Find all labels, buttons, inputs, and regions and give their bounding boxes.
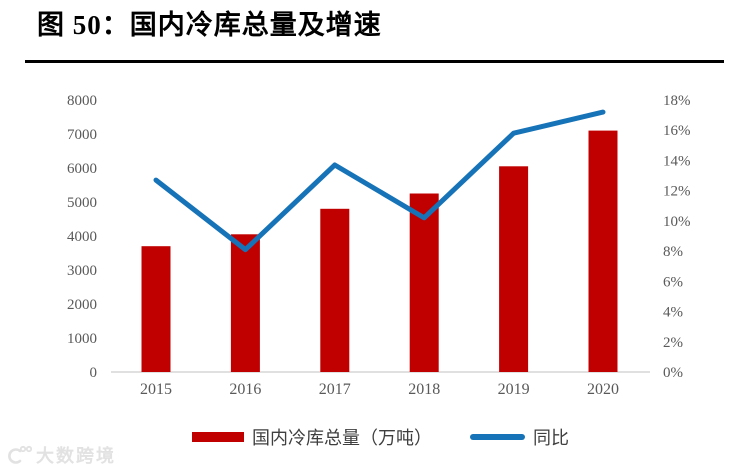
right-axis-tick-label: 12%	[663, 184, 691, 200]
left-axis-tick-label: 5000	[67, 195, 97, 211]
bar-series-label: 国内冷库总量（万吨）	[252, 428, 432, 448]
legend-item-line: 同比	[470, 424, 569, 450]
line-series-swatch	[470, 434, 525, 440]
bar-2015	[141, 246, 171, 372]
left-axis-tick-label: 0	[90, 365, 98, 381]
title-divider	[25, 60, 724, 63]
x-axis-tick-label: 2015	[140, 381, 172, 398]
x-axis-tick-label: 2018	[408, 381, 440, 398]
bar-2018	[409, 193, 439, 372]
figure-title: 图 50：国内冷库总量及增速	[37, 10, 382, 40]
bar-series-swatch	[192, 432, 244, 442]
right-axis-tick-label: 4%	[663, 305, 683, 321]
yoy-line	[153, 109, 606, 253]
left-axis-tick-label: 2000	[67, 297, 97, 313]
bar-2016	[230, 234, 260, 372]
x-axis-tick-label: 2017	[319, 381, 351, 398]
left-axis-tick-label: 7000	[67, 127, 97, 143]
x-axis-tick-label: 2020	[587, 381, 619, 398]
right-axis-tick-label: 10%	[663, 214, 691, 230]
right-axis-tick-label: 16%	[663, 123, 691, 139]
legend-item-bar: 国内冷库总量（万吨）	[192, 424, 432, 450]
right-axis-tick-label: 18%	[663, 93, 691, 109]
watermark: 大数跨境	[6, 442, 116, 468]
left-axis-tick-label: 4000	[67, 229, 97, 245]
right-axis-tick-label: 14%	[663, 153, 691, 169]
left-axis-tick-label: 1000	[67, 331, 97, 347]
bar-2020	[588, 130, 618, 372]
right-axis-tick-label: 2%	[663, 335, 683, 351]
chart-legend: 国内冷库总量（万吨） 同比	[111, 424, 650, 450]
x-axis-tick-label: 2016	[229, 381, 261, 398]
left-axis-tick-label: 6000	[67, 161, 97, 177]
combo-chart-svg: 0 1000 2000 3000 4000 5000 6000 7000 8000 0% 2% 4% 6…	[67, 93, 691, 398]
right-axis-tick-label: 8%	[663, 244, 683, 260]
x-axis-tick-label: 2019	[498, 381, 530, 398]
bar-2017	[320, 208, 350, 372]
left-axis-tick-label: 3000	[67, 263, 97, 279]
left-axis-tick-label: 8000	[67, 93, 97, 109]
bar-2019	[499, 166, 529, 372]
right-axis-tick-label: 6%	[663, 274, 683, 290]
watermark-label: 大数跨境	[36, 446, 116, 466]
watermark-logo-icon	[8, 445, 32, 464]
right-axis-tick-label: 0%	[663, 365, 683, 381]
line-series-label: 同比	[533, 428, 569, 448]
